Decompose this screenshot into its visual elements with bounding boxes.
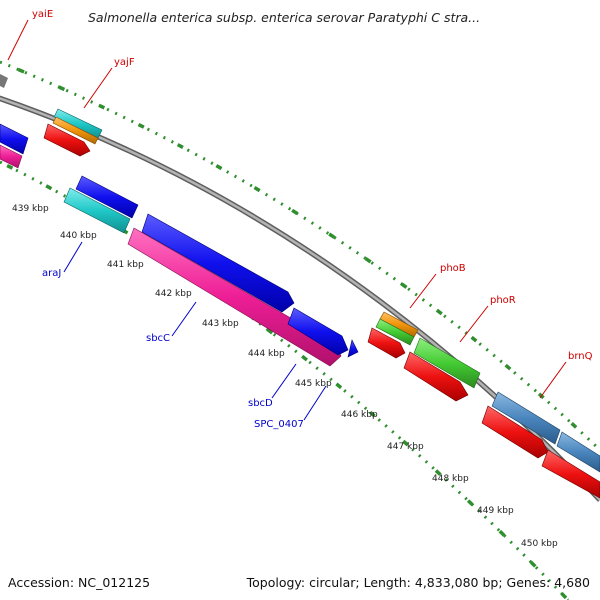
tick-label: 440 kbp [60, 231, 97, 241]
gene-green-phor[interactable] [413, 337, 481, 389]
gene-red-brnq-2[interactable] [541, 449, 600, 499]
gene-red-phor[interactable] [403, 351, 469, 402]
gene-steel-brnq[interactable] [491, 391, 561, 445]
tick-label: 441 kbp [107, 260, 144, 270]
tick-label: 448 kbp [432, 474, 469, 484]
tick-label: 450 kbp [521, 539, 558, 549]
gene-red-yajf[interactable] [43, 123, 91, 157]
outer-tick-marks [0, 60, 600, 452]
tick-label: 442 kbp [155, 289, 192, 299]
accession-text: Accession: NC_012125 [8, 575, 151, 590]
gene-blue-upper[interactable] [75, 175, 139, 219]
gene-label-sbcc[interactable]: sbcC [146, 333, 170, 344]
gene-blue-sbcc[interactable] [141, 213, 295, 313]
tick-label: 443 kbp [202, 319, 239, 329]
gene-features[interactable] [0, 108, 600, 499]
map-title: Salmonella enterica subsp. enterica sero… [88, 10, 481, 25]
gene-blue-spc0407[interactable] [347, 339, 359, 358]
gene-red-phob[interactable] [367, 327, 406, 359]
gene-label-spc0407[interactable]: SPC_0407 [254, 419, 304, 430]
gene-label-group: yaiE yajF araJ sbcC sbcD SPC_0407 phoB p… [32, 9, 593, 430]
tick-label: 449 kbp [477, 506, 514, 516]
gene-label-sbcd[interactable]: sbcD [248, 398, 273, 409]
gene-label-araj[interactable]: araJ [42, 268, 61, 279]
gene-blue-sbcd[interactable] [287, 307, 349, 356]
gene-green-phob[interactable] [375, 318, 415, 346]
gene-orange-yajf[interactable] [52, 116, 99, 145]
gene-red-brnq[interactable] [481, 405, 549, 459]
gene-label-brnq[interactable]: brnQ [568, 351, 593, 362]
tick-label: 446 kbp [341, 410, 378, 420]
tick-label: 447 kbp [387, 442, 424, 452]
tick-label: 444 kbp [248, 349, 285, 359]
gene-label-yaie[interactable]: yaiE [32, 9, 53, 20]
feature-gray-partial [0, 74, 8, 88]
tick-label: 439 kbp [12, 204, 49, 214]
tick-label-group: 439 kbp 440 kbp 441 kbp 442 kbp 443 kbp … [12, 204, 558, 549]
genome-summary-text: Topology: circular; Length: 4,833,080 bp… [246, 575, 590, 590]
gene-label-phob[interactable]: phoB [440, 263, 466, 274]
gene-magenta-left-partial[interactable] [0, 144, 23, 169]
outer-tick-ring [0, 60, 600, 452]
gene-steel-brnq-2[interactable] [556, 431, 600, 473]
gene-label-phor[interactable]: phoR [490, 295, 516, 306]
tick-label: 445 kbp [295, 379, 332, 389]
gene-blue-left-partial[interactable] [0, 123, 29, 155]
gene-cyan-araj[interactable] [63, 187, 131, 234]
label-leaders [7, 19, 567, 421]
gene-label-yajf[interactable]: yajF [114, 57, 135, 68]
